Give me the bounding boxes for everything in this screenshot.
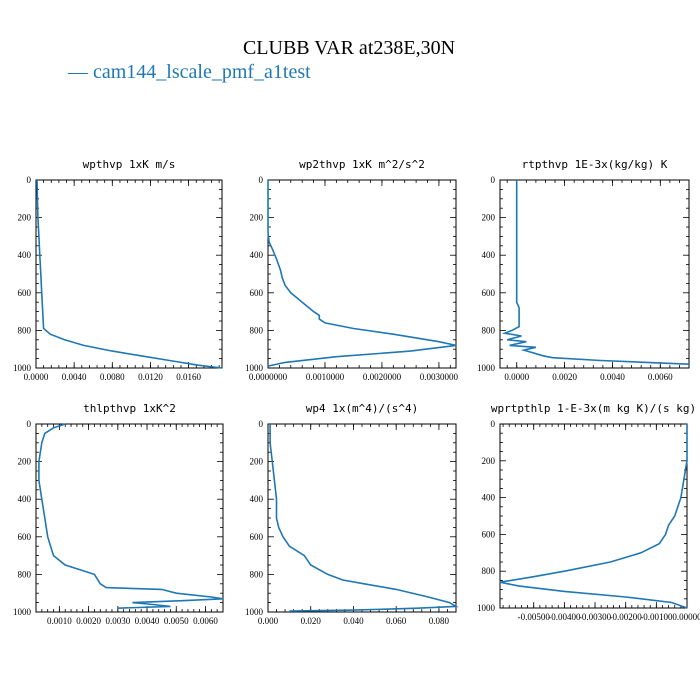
x-tick-label: 0.0040 bbox=[135, 616, 160, 626]
panel-4: thlpthvp 1xK^2 0 200 400 600 800 1000 0.0010 0.0… bbox=[13, 402, 224, 626]
y-tick-label: 600 bbox=[18, 532, 32, 542]
y-tick-label: 400 bbox=[250, 250, 264, 260]
plot-frame bbox=[499, 423, 688, 609]
x-tick-label: -0.00100 bbox=[640, 612, 673, 622]
y-tick-label: 800 bbox=[482, 325, 496, 335]
y-tick-label: 1000 bbox=[477, 603, 496, 613]
x-tick-label: 0.020 bbox=[301, 616, 322, 626]
y-tick-label: 200 bbox=[18, 457, 32, 467]
panel-title: wp4 1x(m^4)/(s^4) bbox=[306, 402, 419, 415]
x-tick-label: -0.00500 bbox=[518, 612, 551, 622]
y-tick-label: 600 bbox=[250, 532, 264, 542]
x-tick-label: 0.0000 bbox=[24, 372, 49, 382]
x-tick-label: 0.0120 bbox=[138, 372, 163, 382]
panel-title: wprtpthlp 1-E-3x(m kg K)/(s kg) bbox=[491, 402, 696, 415]
x-tick-label: 0.0030 bbox=[105, 616, 130, 626]
y-tick-label: 0 bbox=[491, 175, 496, 185]
y-tick-label: 600 bbox=[250, 288, 264, 298]
panel-title: rtpthvp 1E-3x(kg/kg) K bbox=[522, 158, 668, 171]
panel-title: thlpthvp 1xK^2 bbox=[83, 402, 176, 415]
y-tick-label: 400 bbox=[482, 493, 496, 503]
profile-line bbox=[36, 179, 223, 369]
x-tick-label: 0.0040 bbox=[600, 372, 625, 382]
plot-frame bbox=[499, 179, 690, 369]
legend-entry: — cam144_lscale_pmf_a1test bbox=[67, 61, 311, 83]
x-tick-label: -0.00300 bbox=[579, 612, 612, 622]
x-tick-label: 0.0020 bbox=[552, 372, 577, 382]
y-tick-label: 400 bbox=[250, 494, 264, 504]
panel-title: wp2thvp 1xK m^2/s^2 bbox=[299, 158, 425, 171]
figure-title: CLUBB VAR at238E,30N bbox=[243, 37, 455, 59]
y-tick-label: 200 bbox=[482, 456, 496, 466]
profile-line bbox=[269, 424, 459, 612]
x-tick-label: 0.060 bbox=[386, 616, 407, 626]
y-tick-label: 200 bbox=[18, 213, 32, 223]
y-tick-label: 0 bbox=[259, 175, 264, 185]
x-tick-label: -0.00200 bbox=[610, 612, 643, 622]
x-tick-label: 0.0030000 bbox=[420, 372, 459, 382]
x-tick-label: 0.0010 bbox=[47, 616, 72, 626]
y-tick-label: 0 bbox=[259, 419, 264, 429]
y-tick-label: 1000 bbox=[477, 363, 496, 373]
panel-1: wpthvp 1xK m/s 0 200 400 600 800 10000.0000 0.0… bbox=[13, 158, 223, 382]
panel-5: wp4 1x(m^4)/(s^4) 0 200 400 600 800 10000.000 0… bbox=[245, 402, 459, 626]
plot-frame bbox=[35, 423, 224, 613]
y-tick-label: 600 bbox=[482, 288, 496, 298]
x-tick-label: 0.0080 bbox=[100, 372, 125, 382]
x-tick-label: 0.0160 bbox=[176, 372, 201, 382]
panel-title: wpthvp 1xK m/s bbox=[83, 158, 176, 171]
y-tick-label: 800 bbox=[18, 569, 32, 579]
y-tick-label: 1000 bbox=[245, 363, 264, 373]
panel-3: rtpthvp 1E-3x(kg/kg) K 0 200 400 600 800 1000 0… bbox=[477, 158, 690, 382]
y-tick-label: 1000 bbox=[13, 363, 32, 373]
x-tick-label: 0.0050 bbox=[164, 616, 189, 626]
panel-6: wprtpthlp 1-E-3x(m kg K)/(s kg) 0 200 400 60… bbox=[477, 402, 700, 622]
y-tick-label: 800 bbox=[18, 325, 32, 335]
x-tick-label: 0.0010000 bbox=[306, 372, 345, 382]
x-tick-label: 0.0060 bbox=[193, 616, 218, 626]
profile-line bbox=[267, 180, 457, 367]
x-tick-label: 0.040 bbox=[343, 616, 364, 626]
y-tick-label: 0 bbox=[491, 419, 496, 429]
x-tick-label: 0.0000000 bbox=[249, 372, 288, 382]
x-tick-label: 0.000 bbox=[258, 616, 279, 626]
x-tick-label: 0.0020 bbox=[76, 616, 101, 626]
y-tick-label: 0 bbox=[27, 419, 32, 429]
x-tick-label: -0.00400 bbox=[548, 612, 581, 622]
x-tick-label: 0.0000 bbox=[504, 372, 529, 382]
x-tick-label: 0.00000 bbox=[672, 612, 700, 622]
y-tick-label: 800 bbox=[250, 325, 264, 335]
y-tick-label: 600 bbox=[482, 529, 496, 539]
y-tick-label: 800 bbox=[250, 569, 264, 579]
y-tick-label: 200 bbox=[250, 213, 264, 223]
profile-line bbox=[501, 180, 690, 365]
x-tick-label: 0.0040 bbox=[62, 372, 87, 382]
y-tick-label: 600 bbox=[18, 288, 32, 298]
y-tick-label: 200 bbox=[482, 213, 496, 223]
y-tick-label: 800 bbox=[482, 566, 496, 576]
y-tick-label: 200 bbox=[250, 457, 264, 467]
panel-2: wp2thvp 1xK m^2/s^2020040060080010000.00… bbox=[245, 158, 459, 382]
profile-line bbox=[38, 423, 224, 609]
y-tick-label: 400 bbox=[482, 250, 496, 260]
y-tick-label: 1000 bbox=[13, 607, 32, 617]
y-tick-label: 1000 bbox=[245, 607, 264, 617]
x-tick-label: 0.080 bbox=[429, 616, 450, 626]
y-tick-label: 400 bbox=[18, 494, 32, 504]
x-tick-label: 0.0060 bbox=[648, 372, 673, 382]
profile-line bbox=[499, 424, 688, 609]
x-tick-label: 0.0020000 bbox=[363, 372, 402, 382]
y-tick-label: 400 bbox=[18, 250, 32, 260]
y-tick-label: 0 bbox=[27, 175, 32, 185]
